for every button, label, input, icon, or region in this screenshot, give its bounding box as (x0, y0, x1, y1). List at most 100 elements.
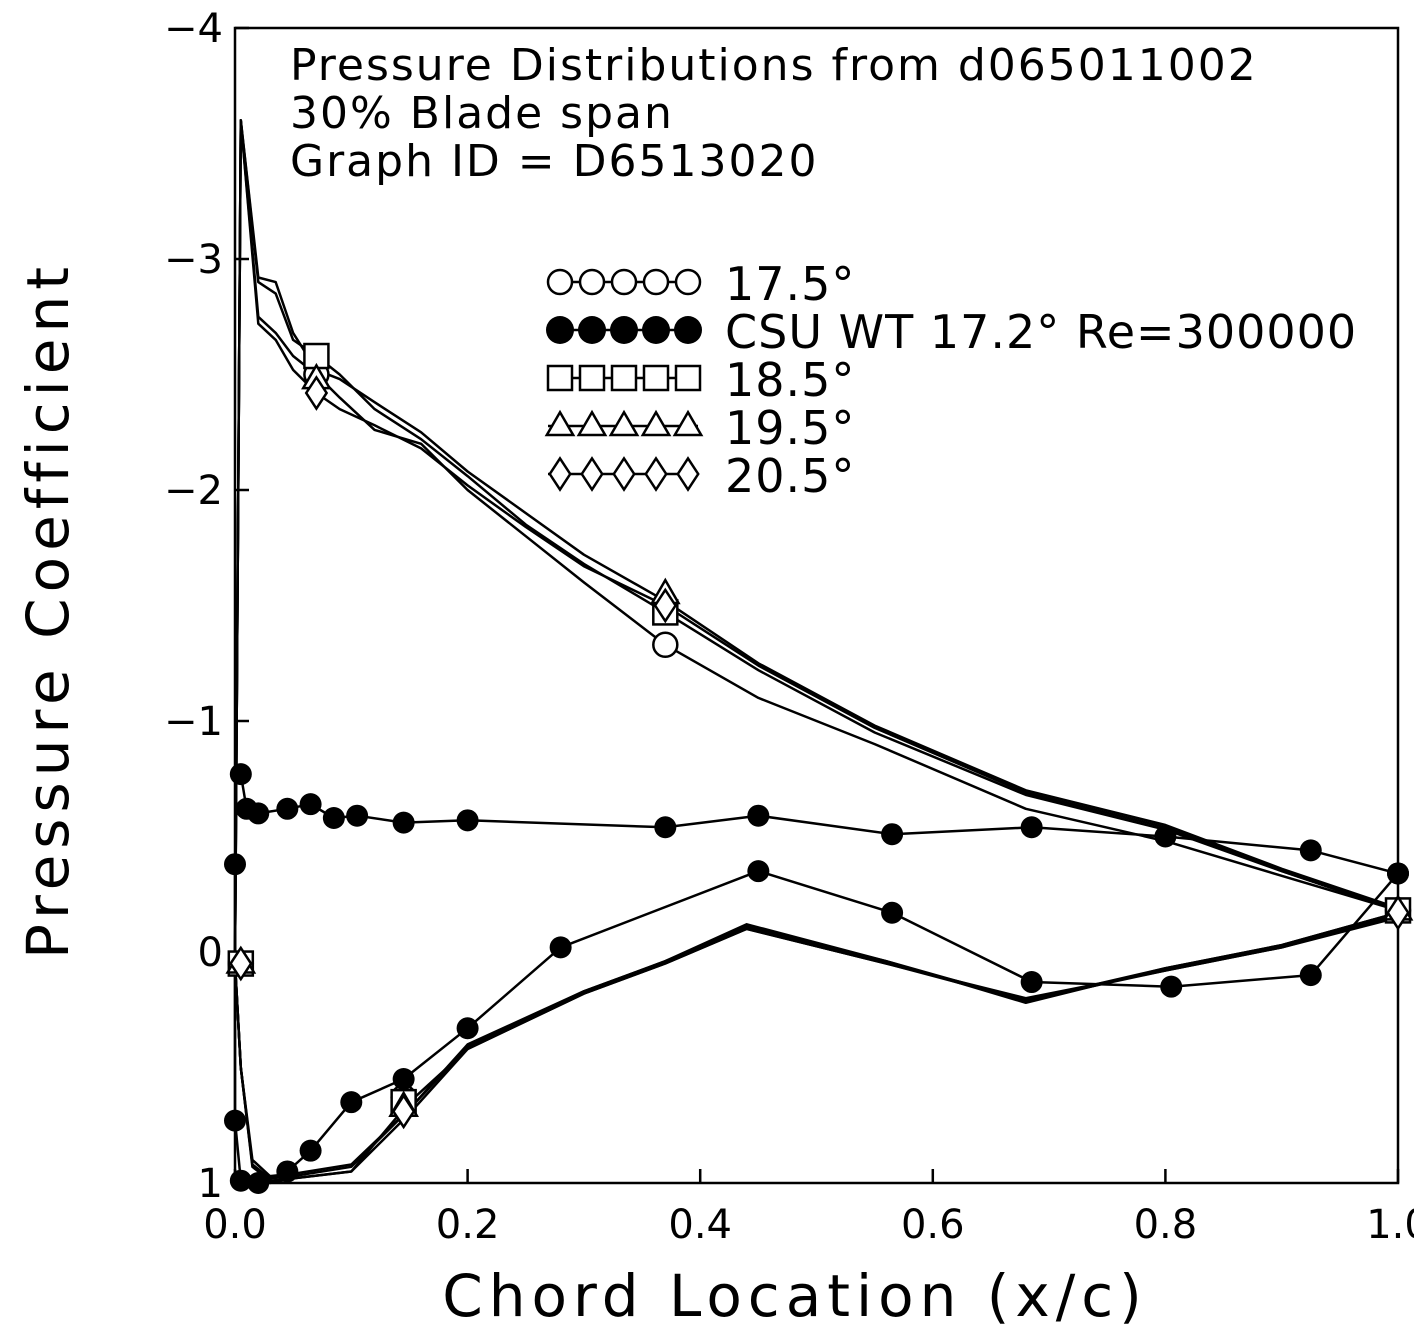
square-open-marker (674, 364, 702, 392)
circle-filled-marker (392, 811, 415, 834)
square-open-marker (578, 364, 606, 392)
circle-filled-marker (229, 763, 252, 786)
x-tick-label: 0.0 (203, 1202, 267, 1248)
circle-filled-marker (1299, 839, 1322, 862)
circle-filled-marker (881, 901, 904, 924)
diamond-open-marker (229, 945, 253, 982)
x-tick-label: 0.8 (1134, 1202, 1198, 1248)
x-tick-label: 1.0 (1366, 1202, 1414, 1248)
circle-filled-marker (456, 1017, 479, 1040)
circle-filled-marker (224, 1109, 246, 1132)
circle-filled-marker (610, 316, 638, 344)
y-tick-label: −1 (164, 699, 223, 745)
title-line-2: 30% Blade span (290, 88, 674, 139)
circle-filled-marker (578, 316, 606, 344)
legend-label: 20.5° (725, 449, 855, 503)
series-1-lower-line (233, 864, 1399, 1185)
diamond-open-marker (612, 456, 636, 492)
circle-filled-marker (1299, 964, 1322, 987)
series-3-lower-line (233, 911, 1399, 1178)
series-markers (224, 342, 1414, 1194)
title-line-3: Graph ID = D6513020 (290, 136, 819, 187)
triangle-open-marker (576, 409, 608, 437)
diamond-open-marker (653, 587, 678, 624)
circle-filled-marker (654, 816, 677, 839)
x-tick-label: 0.6 (901, 1202, 965, 1248)
square-open-marker (303, 342, 330, 370)
legend: 17.5°CSU WT 17.2° Re=30000018.5°19.5°20.… (544, 257, 1357, 503)
plot-frame (233, 26, 1400, 1185)
circle-open-marker (546, 268, 574, 296)
circle-filled-marker (1020, 816, 1043, 839)
title-line-1: Pressure Distributions from d065011002 (290, 40, 1258, 91)
circle-filled-marker (346, 804, 369, 827)
y-tick-label: 0 (198, 930, 223, 976)
diamond-open-marker (391, 1093, 416, 1130)
diamond-open-marker (304, 375, 329, 411)
circle-open-marker (652, 631, 679, 659)
circle-filled-marker (674, 316, 702, 344)
y-tick-label: −4 (164, 6, 223, 52)
circle-filled-marker (1020, 971, 1043, 994)
y-tick-label: 1 (198, 1161, 223, 1207)
triangle-open-marker (544, 409, 576, 437)
circle-filled-marker (1154, 825, 1177, 848)
legend-label: 17.5° (725, 257, 855, 311)
axes: 0.0 0.2 0.4 0.6 0.8 1.0 −4 −3 −2 −1 0 1 (164, 6, 1414, 1248)
y-tick-label: −2 (164, 468, 223, 514)
series-2-lower-line (233, 911, 1399, 1180)
legend-label: CSU WT 17.2° Re=300000 (725, 305, 1357, 359)
circle-filled-marker (229, 1169, 252, 1192)
square-open-marker (642, 364, 670, 392)
circle-filled-marker (247, 1172, 270, 1194)
circle-filled-marker (392, 1068, 415, 1091)
circle-open-marker (674, 268, 702, 296)
circle-filled-marker (247, 802, 270, 825)
circle-filled-marker (747, 804, 770, 827)
triangle-open-marker (672, 409, 704, 437)
circle-open-marker (610, 268, 638, 296)
circle-filled-marker (340, 1091, 363, 1114)
y-axis-label: Pressure Coefficient (14, 261, 82, 959)
circle-filled-marker (549, 936, 572, 959)
diamond-open-marker (548, 456, 572, 492)
series-4-upper-line (233, 119, 1399, 964)
circle-filled-marker (322, 807, 345, 830)
circle-filled-marker (276, 797, 299, 820)
square-open-marker (546, 364, 574, 392)
x-axis-label: Chord Location (x/c) (442, 1262, 1148, 1330)
circle-filled-marker (224, 853, 246, 876)
diamond-open-marker (580, 456, 604, 492)
circle-filled-marker (1387, 862, 1409, 885)
circle-filled-marker (276, 1160, 299, 1183)
circle-open-marker (642, 268, 670, 296)
x-tick-label: 0.2 (436, 1202, 500, 1248)
circle-open-marker (578, 268, 606, 296)
series-lines (233, 119, 1399, 1185)
circle-filled-marker (546, 316, 574, 344)
series-3-upper-line (233, 119, 1399, 964)
diamond-open-marker (644, 456, 668, 492)
series-0-upper-line (233, 119, 1399, 964)
circle-filled-marker (299, 793, 322, 816)
chart-title: Pressure Distributions from d065011002 3… (290, 40, 1258, 187)
circle-filled-marker (747, 860, 770, 883)
legend-label: 18.5° (725, 353, 855, 407)
circle-filled-marker (881, 823, 904, 846)
triangle-open-marker (608, 409, 640, 437)
x-tick-label: 0.4 (668, 1202, 732, 1248)
y-tick-label: −3 (164, 237, 223, 283)
triangle-open-marker (640, 409, 672, 437)
square-open-marker (610, 364, 638, 392)
circle-filled-marker (456, 809, 479, 832)
diamond-open-marker (1386, 894, 1410, 931)
series-4-lower-line (233, 913, 1399, 1182)
legend-label: 19.5° (725, 401, 855, 455)
diamond-open-marker (676, 456, 700, 492)
series-1-upper-line (239, 773, 1399, 875)
circle-filled-marker (1160, 975, 1183, 998)
series-2-upper-line (233, 119, 1399, 964)
circle-filled-marker (642, 316, 670, 344)
